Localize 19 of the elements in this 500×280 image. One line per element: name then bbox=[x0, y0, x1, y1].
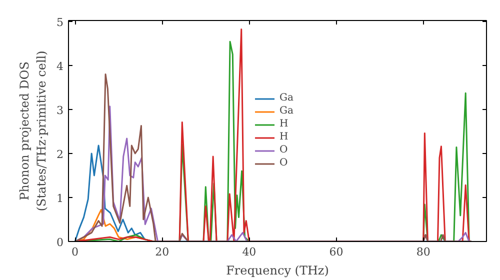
x-tick-label: 0 bbox=[72, 246, 79, 258]
legend-label: Ga bbox=[280, 92, 294, 104]
x-tick-label: 20 bbox=[155, 246, 170, 258]
legend-label: H bbox=[280, 131, 290, 143]
y-tick-label: 3 bbox=[56, 104, 64, 117]
x-axis-title: Frequency (THz) bbox=[226, 264, 329, 278]
y-tick-label: 4 bbox=[56, 60, 64, 73]
y-tick-label: 2 bbox=[56, 148, 64, 161]
legend-label: O bbox=[280, 157, 289, 169]
y-tick-label: 0 bbox=[56, 236, 64, 249]
legend-label: H bbox=[280, 118, 290, 130]
legend-label: O bbox=[280, 144, 289, 156]
x-tick-label: 80 bbox=[416, 246, 430, 258]
y-tick-label: 1 bbox=[56, 192, 64, 205]
y-axis-title: Phonon projected DOS (States/THz·primitive cell) bbox=[18, 50, 48, 212]
legend-label: Ga bbox=[280, 105, 294, 117]
x-tick-label: 40 bbox=[242, 246, 256, 258]
y-tick-label: 5 bbox=[56, 16, 64, 29]
x-tick-label: 60 bbox=[329, 246, 344, 258]
